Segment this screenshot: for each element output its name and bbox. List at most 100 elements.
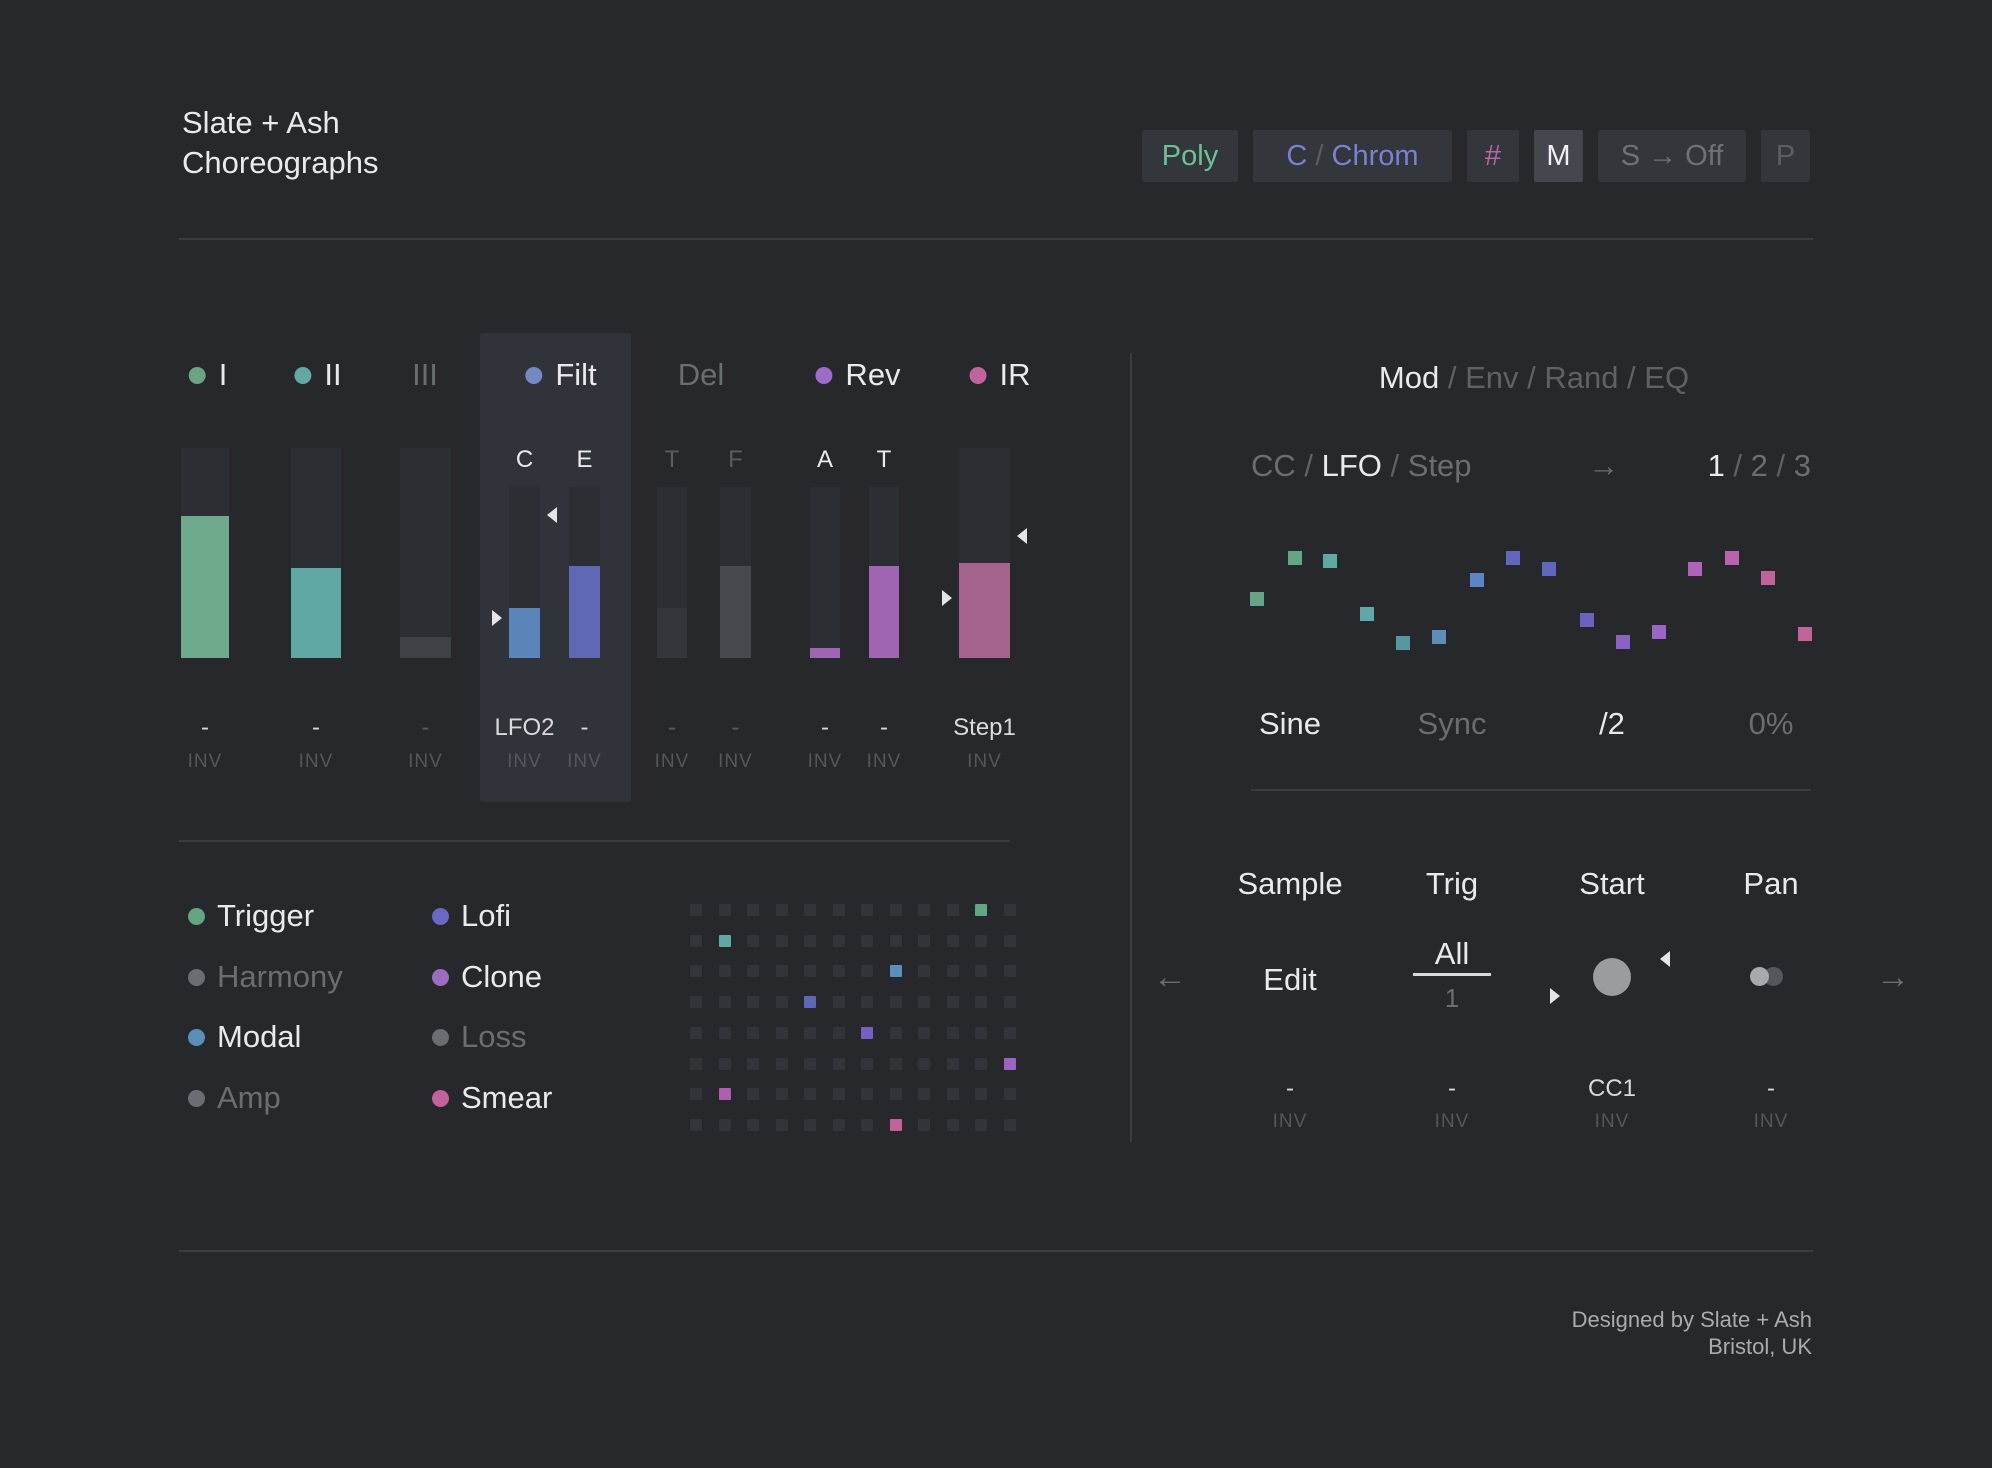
matrix-cell[interactable] — [890, 904, 902, 916]
bar-inv-toggle[interactable]: INV — [654, 751, 690, 772]
matrix-cell[interactable] — [861, 996, 873, 1008]
bar-inv-toggle[interactable]: INV — [298, 751, 334, 772]
matrix-cell[interactable] — [747, 1119, 759, 1131]
matrix-cell[interactable] — [833, 965, 845, 977]
type-tab-lfo[interactable]: LFO — [1321, 448, 1382, 483]
matrix-cell[interactable] — [861, 935, 873, 947]
lfo-rate-value[interactable]: /2 — [1599, 706, 1625, 741]
matrix-cell[interactable] — [947, 904, 959, 916]
matrix-cell[interactable] — [918, 965, 930, 977]
channel-tab-filt[interactable]: Filt — [525, 356, 597, 394]
matrix-cell[interactable] — [1004, 1119, 1016, 1131]
nav-prev-button[interactable]: ← — [1153, 958, 1187, 996]
matrix-cell[interactable] — [804, 935, 816, 947]
matrix-cell[interactable] — [918, 1088, 930, 1100]
mod-source-modal[interactable]: Modal — [188, 1018, 301, 1056]
matrix-cell[interactable] — [747, 904, 759, 916]
matrix-cell[interactable] — [1004, 904, 1016, 916]
matrix-cell[interactable] — [861, 904, 873, 916]
bar-mod-slot[interactable]: - — [580, 714, 589, 741]
matrix-cell-active[interactable] — [1004, 1058, 1016, 1070]
lfo-shape-display[interactable] — [1250, 540, 1812, 652]
matrix-cell[interactable] — [804, 904, 816, 916]
matrix-cell-active[interactable] — [890, 965, 902, 977]
matrix-cell[interactable] — [719, 1058, 731, 1070]
matrix-cell[interactable] — [719, 996, 731, 1008]
lfo-shape-select[interactable]: Sine — [1258, 706, 1322, 741]
matrix-cell[interactable] — [804, 1027, 816, 1039]
bar-mod-slot[interactable]: - — [201, 714, 209, 741]
matrix-cell[interactable] — [947, 996, 959, 1008]
matrix-cell[interactable] — [890, 1027, 902, 1039]
bar-track[interactable] — [720, 487, 751, 658]
matrix-cell[interactable] — [747, 935, 759, 947]
matrix-cell[interactable] — [776, 904, 788, 916]
matrix-cell[interactable] — [747, 1088, 759, 1100]
param-col-mod-slot[interactable]: CC1 — [1587, 1075, 1637, 1102]
param-col-inv-toggle[interactable]: INV — [1753, 1111, 1789, 1132]
matrix-cell[interactable] — [975, 1119, 987, 1131]
matrix-cell[interactable] — [690, 904, 702, 916]
matrix-cell[interactable] — [947, 965, 959, 977]
bar-inv-toggle[interactable]: INV — [507, 751, 542, 772]
trig-count-value[interactable]: 1 — [1444, 983, 1460, 1013]
matrix-cell[interactable] — [719, 965, 731, 977]
tab-env[interactable]: Env — [1465, 360, 1519, 395]
bar-mod-slot[interactable]: - — [668, 714, 676, 741]
bar-mod-slot[interactable]: - — [880, 714, 888, 741]
matrix-cell[interactable] — [804, 965, 816, 977]
tab-rand[interactable]: Rand — [1544, 360, 1619, 395]
lfo-phase-value[interactable]: 0% — [1748, 706, 1794, 741]
bar-track[interactable] — [400, 448, 451, 658]
matrix-cell[interactable] — [776, 1058, 788, 1070]
bar-inv-toggle[interactable]: INV — [718, 751, 753, 772]
matrix-cell[interactable] — [833, 1027, 845, 1039]
param-col-mod-slot[interactable]: - — [1286, 1075, 1294, 1102]
param-col-inv-toggle[interactable]: INV — [1272, 1111, 1308, 1132]
param-col-mod-slot[interactable]: - — [1767, 1075, 1775, 1102]
mod-source-loss[interactable]: Loss — [432, 1018, 526, 1056]
mode-button-mono[interactable]: M — [1534, 130, 1583, 182]
mod-source-clone[interactable]: Clone — [432, 958, 542, 996]
pan-control[interactable] — [1750, 967, 1784, 987]
matrix-cell[interactable] — [776, 1088, 788, 1100]
channel-tab-rev[interactable]: Rev — [815, 356, 901, 394]
slot-tab-3[interactable]: 3 — [1793, 448, 1811, 483]
matrix-cell[interactable] — [918, 1119, 930, 1131]
matrix-cell[interactable] — [1004, 996, 1016, 1008]
matrix-cell[interactable] — [861, 1119, 873, 1131]
matrix-cell[interactable] — [719, 1027, 731, 1039]
matrix-cell[interactable] — [690, 1058, 702, 1070]
mode-button-poly[interactable]: Poly — [1142, 130, 1238, 182]
bar-inv-toggle[interactable]: INV — [408, 751, 443, 772]
bar-track[interactable] — [509, 487, 540, 658]
matrix-cell[interactable] — [947, 1027, 959, 1039]
bar-mod-slot[interactable]: Step1 — [953, 714, 1016, 741]
matrix-cell[interactable] — [833, 1119, 845, 1131]
matrix-cell[interactable] — [776, 965, 788, 977]
matrix-cell[interactable] — [861, 965, 873, 977]
matrix-cell[interactable] — [1004, 935, 1016, 947]
matrix-cell[interactable] — [975, 935, 987, 947]
matrix-cell-active[interactable] — [719, 935, 731, 947]
bar-inv-toggle[interactable]: INV — [807, 751, 843, 772]
bar-track[interactable] — [181, 448, 229, 658]
matrix-cell[interactable] — [918, 935, 930, 947]
mod-source-amp[interactable]: Amp — [188, 1079, 281, 1117]
matrix-cell[interactable] — [747, 1027, 759, 1039]
matrix-cell[interactable] — [719, 904, 731, 916]
matrix-cell[interactable] — [776, 935, 788, 947]
matrix-cell[interactable] — [690, 935, 702, 947]
channel-tab-i[interactable]: I — [188, 356, 227, 394]
tab-eq[interactable]: EQ — [1644, 360, 1690, 395]
matrix-cell[interactable] — [690, 1088, 702, 1100]
matrix-cell[interactable] — [890, 1088, 902, 1100]
bar-mod-slot[interactable]: - — [821, 714, 829, 741]
matrix-cell[interactable] — [776, 996, 788, 1008]
matrix-cell-active[interactable] — [890, 1119, 902, 1131]
matrix-cell[interactable] — [890, 1058, 902, 1070]
bar-track[interactable] — [959, 448, 1010, 658]
matrix-cell[interactable] — [947, 1088, 959, 1100]
matrix-cell[interactable] — [975, 1058, 987, 1070]
bar-inv-toggle[interactable]: INV — [967, 751, 1002, 772]
